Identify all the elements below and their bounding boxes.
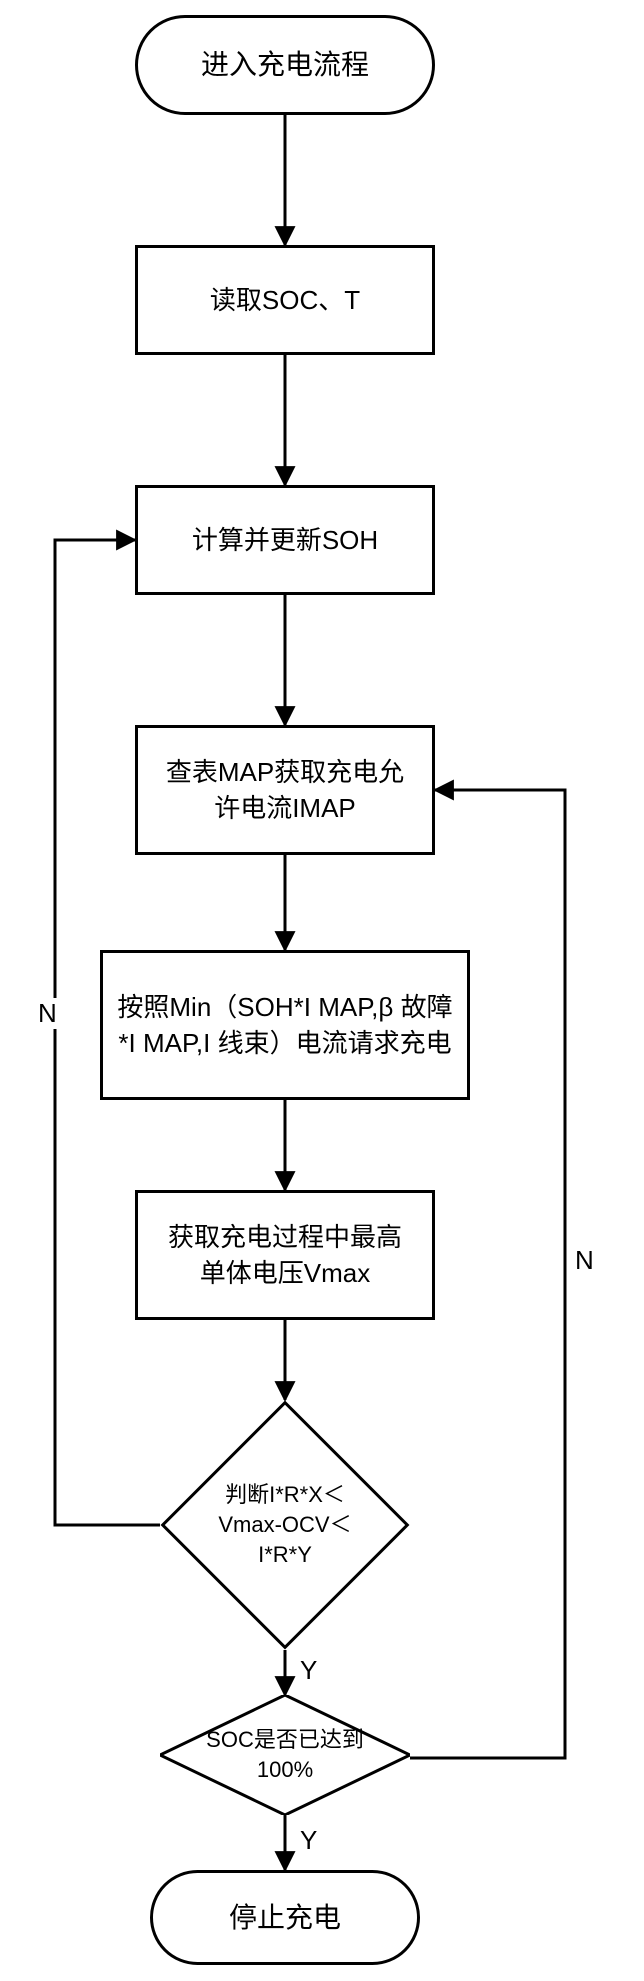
node-end-label: 停止充电 [229, 1898, 341, 1937]
flowchart-canvas: 进入充电流程 读取SOC、T 计算并更新SOH 查表MAP获取充电允许电流IMA… [0, 0, 644, 1981]
node-vmax: 获取充电过程中最高单体电压Vmax [135, 1190, 435, 1320]
node-start: 进入充电流程 [135, 15, 435, 115]
node-start-label: 进入充电流程 [201, 45, 369, 84]
node-min: 按照Min（SOH*I MAP,β 故障 *I MAP,I 线束）电流请求充电 [100, 950, 470, 1100]
edge-label-dec1-Y: Y [300, 1655, 317, 1686]
node-read: 读取SOC、T [135, 245, 435, 355]
node-dec1: 判断I*R*X＜ Vmax-OCV＜ I*R*Y [160, 1400, 410, 1650]
node-min-label: 按照Min（SOH*I MAP,β 故障 *I MAP,I 线束）电流请求充电 [115, 989, 455, 1062]
node-soh-label: 计算并更新SOH [192, 522, 378, 558]
dec2-label: SOC是否已达到 100% [160, 1695, 410, 1815]
node-soh: 计算并更新SOH [135, 485, 435, 595]
node-vmax-label: 获取充电过程中最高单体电压Vmax [158, 1219, 412, 1292]
node-map: 查表MAP获取充电允许电流IMAP [135, 725, 435, 855]
edge-label-dec2-N: N [575, 1245, 594, 1276]
node-read-label: 读取SOC、T [210, 282, 360, 318]
edge-label-dec1-N: N [38, 998, 57, 1029]
edge-label-dec2-Y: Y [300, 1825, 317, 1856]
node-map-label: 查表MAP获取充电允许电流IMAP [158, 754, 412, 827]
node-end: 停止充电 [150, 1870, 420, 1965]
dec1-label: 判断I*R*X＜ Vmax-OCV＜ I*R*Y [160, 1400, 410, 1650]
